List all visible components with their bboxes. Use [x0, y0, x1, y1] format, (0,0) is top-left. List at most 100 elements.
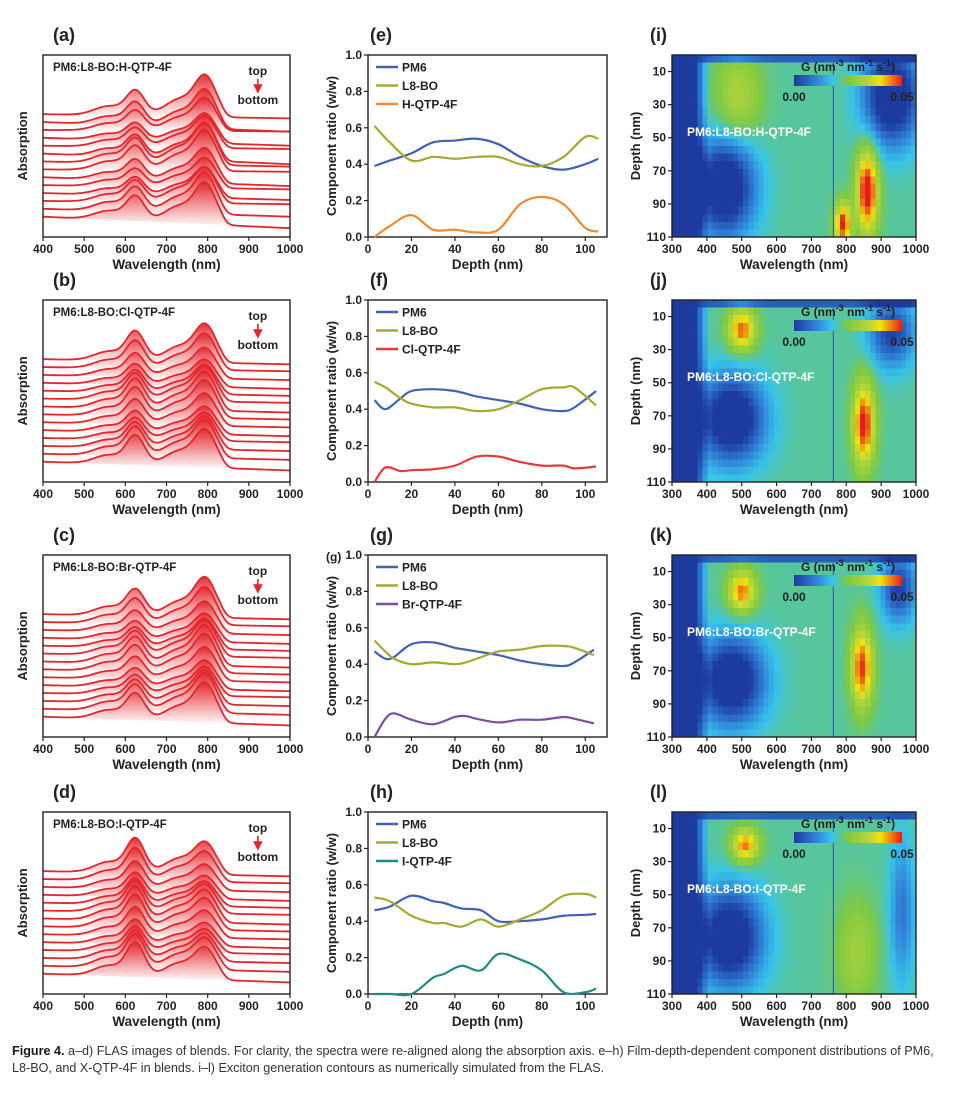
heatmap-cell	[799, 161, 805, 170]
heatmap-cell	[743, 307, 749, 316]
heatmap-cell	[733, 615, 739, 624]
heatmap-cell	[702, 406, 709, 415]
heatmap-cell	[677, 986, 683, 995]
colorbar-title-part: -1	[883, 558, 891, 568]
heatmap-cell	[763, 300, 770, 309]
heatmap-cell	[829, 229, 836, 238]
heatmap-cell	[727, 925, 734, 934]
heatmap-cell	[733, 706, 739, 715]
heatmap-cell	[692, 630, 699, 640]
heatmap-cell	[778, 608, 785, 617]
heatmap-cell	[783, 600, 790, 609]
heatmap-cell	[834, 608, 841, 617]
heatmap-cell	[900, 623, 907, 632]
heatmap-cell	[717, 887, 724, 897]
heatmap-cell	[733, 206, 739, 215]
heatmap-cell	[677, 819, 683, 828]
heatmap-cell	[895, 337, 902, 347]
heatmap-cell	[910, 337, 917, 347]
heatmap-cell	[799, 918, 805, 927]
heatmap-cell	[885, 918, 892, 927]
heatmap-cell	[880, 623, 887, 632]
heatmap-cell	[707, 300, 714, 309]
heatmap-cell	[829, 683, 836, 693]
heatmap-cell	[804, 55, 810, 64]
panel-label: (i)	[650, 25, 667, 45]
heatmap-cell	[672, 421, 678, 430]
heatmap-cell	[743, 161, 749, 170]
heatmap-cell	[814, 706, 821, 715]
heatmap-cell	[788, 857, 795, 866]
heatmap-cell	[895, 161, 902, 170]
heatmap-cell	[910, 360, 917, 369]
heatmap-cell	[768, 895, 775, 904]
heatmap-cell	[758, 910, 765, 919]
heatmap-cell	[682, 115, 688, 124]
heatmap-cell	[849, 421, 856, 430]
heatmap-cell	[794, 307, 800, 316]
heatmap-cell	[778, 918, 785, 927]
heatmap-cell	[885, 880, 892, 889]
heatmap-cell	[717, 812, 724, 821]
heatmap-cell	[712, 451, 719, 460]
heatmap-cell	[865, 421, 871, 430]
heatmap-cell	[824, 421, 831, 430]
heatmap-cell	[794, 925, 800, 934]
heatmap-cell	[809, 428, 815, 438]
heatmap-cell	[788, 887, 795, 897]
heatmap-cell	[778, 391, 785, 400]
heatmap-cell	[702, 910, 709, 919]
heatmap-cell	[783, 880, 790, 889]
x-tick-label: 300	[662, 242, 682, 256]
heatmap-cell	[839, 474, 846, 483]
y-tick-label: 30	[653, 98, 667, 112]
heatmap-cell	[712, 623, 719, 632]
heatmap-cell	[707, 630, 714, 640]
heatmap-cell	[844, 153, 851, 162]
heatmap-cell	[687, 623, 693, 632]
heatmap-cell	[849, 827, 856, 836]
heatmap-cell	[743, 819, 749, 828]
heatmap-cell	[860, 168, 866, 177]
heatmap-cell	[794, 600, 800, 609]
heatmap-cell	[677, 474, 683, 483]
heatmap-cell	[682, 827, 688, 836]
heatmap-cell	[712, 971, 719, 980]
heatmap-cell	[753, 108, 760, 117]
heatmap-cell	[677, 214, 683, 223]
heatmap-cell	[819, 691, 826, 700]
heatmap-cell	[717, 85, 724, 94]
heatmap-cell	[717, 353, 724, 362]
heatmap-cell	[834, 661, 841, 670]
heatmap-cell	[905, 168, 912, 177]
heatmap-cell	[809, 842, 815, 851]
heatmap-cell	[672, 474, 678, 483]
heatmap-cell	[824, 466, 831, 476]
y-tick-label: 0.2	[345, 439, 362, 453]
heatmap-cell	[824, 115, 831, 124]
heatmap-cell	[743, 345, 749, 354]
heatmap-cell	[804, 214, 810, 223]
heatmap-cell	[682, 903, 688, 912]
heatmap-cell	[880, 199, 887, 208]
heatmap-cell	[849, 608, 856, 617]
heatmap-cell	[707, 322, 714, 331]
heatmap-cell	[900, 638, 907, 647]
heatmap-cell	[778, 85, 785, 94]
heatmap-cell	[672, 865, 678, 874]
heatmap-cell	[839, 918, 846, 927]
heatmap-cell	[849, 375, 856, 385]
heatmap-cell	[758, 956, 765, 965]
heatmap-cell	[707, 77, 714, 86]
heatmap-cell	[900, 92, 907, 102]
heatmap-cell	[804, 398, 810, 407]
heatmap-cell	[870, 199, 876, 208]
heatmap-cell	[870, 819, 876, 828]
heatmap-cell	[829, 956, 836, 965]
heatmap-cell	[890, 368, 897, 377]
heatmap-cell	[875, 398, 882, 407]
heatmap-cell	[722, 555, 729, 564]
heatmap-cell	[727, 880, 734, 889]
heatmap-cell	[814, 714, 821, 723]
heatmap-cell	[910, 108, 917, 117]
